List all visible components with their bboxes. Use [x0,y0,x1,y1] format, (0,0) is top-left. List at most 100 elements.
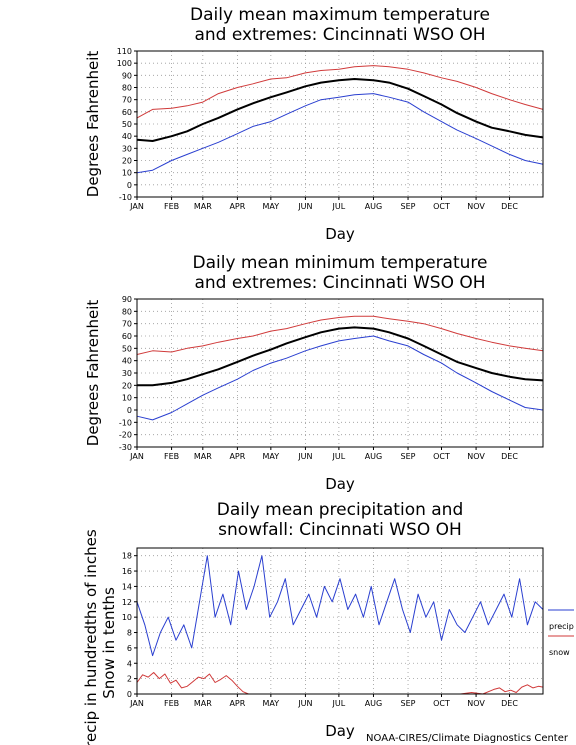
x-tick-label: MAR [194,699,212,708]
y-tick-label: 30 [122,144,132,153]
x-tick-label: FEB [164,452,179,461]
y-tick-label: 12 [122,598,132,607]
x-tick-label: SEP [401,202,416,211]
y-tick-label: 50 [122,120,132,129]
y-tick-label: 70 [122,320,132,329]
y-tick-label: 90 [122,295,132,304]
x-tick-label: APR [229,452,245,461]
x-axis-label: Day [325,722,355,740]
series-line-high [136,315,544,355]
y-tick-label: 50 [122,344,132,353]
credit-text: NOAA-CIRES/Climate Diagnostics Center [366,733,569,744]
x-tick-label: JAN [129,452,144,461]
x-tick-label: JUN [297,452,312,461]
x-tick-label: JAN [129,699,144,708]
y-tick-label: 40 [122,132,132,141]
chart-title-line-1: Daily mean minimum temperature [193,253,488,273]
y-tick-label: 10 [122,613,132,622]
x-tick-label: AUG [365,202,383,211]
x-tick-label: MAR [194,202,212,211]
y-tick-label: -10 [119,193,132,202]
y-tick-label: 60 [122,108,132,117]
x-tick-label: MAY [263,699,280,708]
y-tick-label: 18 [122,552,132,561]
y-tick-label: 16 [122,567,132,576]
y-tick-label: 110 [117,47,132,56]
y-axis-label: Degrees Fahrenheit [84,51,102,198]
x-tick-label: NOV [467,699,485,708]
y-tick-label: 70 [122,96,132,105]
plot-frame [136,547,544,695]
x-tick-label: JUN [297,202,312,211]
x-axis-label: Day [325,475,355,493]
y-tick-label: 90 [122,71,132,80]
chart-title-line-2: snowfall: Cincinnati WSO OH [218,520,462,540]
y-tick-label: 20 [122,381,132,390]
x-tick-label: JUL [332,452,346,461]
series-line-high [136,65,544,119]
y-tick-label: 80 [122,307,132,316]
x-tick-label: FEB [164,202,179,211]
x-tick-label: SEP [401,699,416,708]
plot-frame [136,50,544,198]
y-tick-label: -30 [119,443,132,452]
y-tick-label: 0 [127,181,132,190]
y-tick-label: 40 [122,357,132,366]
x-tick-label: OCT [433,699,450,708]
x-tick-label: OCT [433,452,450,461]
y-tick-label: 100 [117,59,132,68]
x-tick-label: SEP [401,452,416,461]
y-tick-label: 30 [122,369,132,378]
y-tick-label: 14 [122,582,132,591]
x-tick-label: MAR [194,452,212,461]
x-tick-label: OCT [433,202,450,211]
y-tick-label: 20 [122,157,132,166]
y-axis-label-line-1: Precip in hundredths of inches [82,529,100,745]
series-line-mean [137,326,544,387]
x-tick-label: AUG [365,452,383,461]
x-tick-label: APR [229,699,245,708]
chart-title-line-1: Daily mean precipitation and [217,500,464,520]
x-tick-label: AUG [365,699,383,708]
x-tick-label: MAY [263,202,280,211]
y-tick-label: 4 [127,659,132,668]
y-tick-label: 60 [122,332,132,341]
series-line-precip [136,555,544,657]
plot-frame [136,298,544,448]
y-tick-label: 8 [127,629,132,638]
y-tick-label: -10 [119,418,132,427]
y-tick-label: -20 [119,431,132,440]
x-tick-label: NOV [467,452,485,461]
x-tick-label: FEB [164,699,179,708]
y-tick-label: 10 [122,394,132,403]
y-tick-label: 10 [122,169,132,178]
x-tick-label: NOV [467,202,485,211]
y-tick-label: 6 [127,644,132,653]
chart-title-line-2: and extremes: Cincinnati WSO OH [194,25,485,45]
chart-title-line-1: Daily mean maximum temperature [190,5,490,25]
x-tick-label: APR [229,202,245,211]
y-tick-label: 80 [122,84,132,93]
x-tick-label: JUN [297,699,312,708]
x-axis-label: Day [325,225,355,243]
y-tick-label: 0 [127,690,132,699]
x-tick-label: MAY [263,452,280,461]
x-tick-label: DEC [501,202,518,211]
x-tick-label: DEC [501,699,518,708]
y-tick-label: 2 [127,675,132,684]
legend-label-precip: precip [549,622,574,631]
series-line-snow [136,672,544,695]
y-tick-label: 0 [127,406,132,415]
series-line-low [136,93,544,174]
x-tick-label: JAN [129,202,144,211]
x-tick-label: DEC [501,452,518,461]
x-tick-label: JUL [332,699,346,708]
series-line-mean [136,78,544,142]
series-line-low [136,335,544,421]
y-axis-label-line-2: Snow in tenths [100,587,118,699]
x-tick-label: JUL [332,202,346,211]
chart-title-line-2: and extremes: Cincinnati WSO OH [194,273,485,293]
